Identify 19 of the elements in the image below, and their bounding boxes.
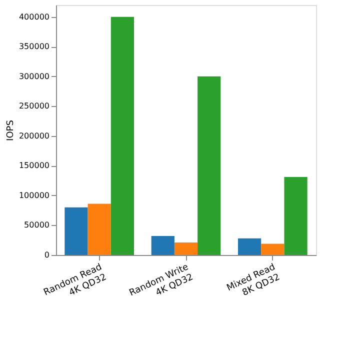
y-tick-label: 400000 (18, 12, 50, 22)
y-tick-label: 300000 (18, 72, 50, 81)
bar (238, 238, 262, 255)
y-tick-label: 250000 (18, 102, 50, 111)
bar (261, 244, 284, 255)
bar (64, 207, 88, 255)
bar (174, 242, 198, 255)
bar (88, 204, 111, 255)
bar (284, 177, 308, 255)
bar (151, 236, 174, 255)
y-tick-label: 50000 (24, 220, 50, 230)
y-tick-label: 0 (44, 250, 50, 260)
y-tick-label: 150000 (18, 161, 50, 170)
bar (198, 76, 221, 255)
y-tick-label: 200000 (18, 131, 50, 140)
y-axis-title: IOPS (6, 120, 16, 141)
bar (110, 16, 134, 255)
y-tick-label: 100000 (18, 190, 50, 200)
y-tick-label: 350000 (18, 42, 50, 52)
